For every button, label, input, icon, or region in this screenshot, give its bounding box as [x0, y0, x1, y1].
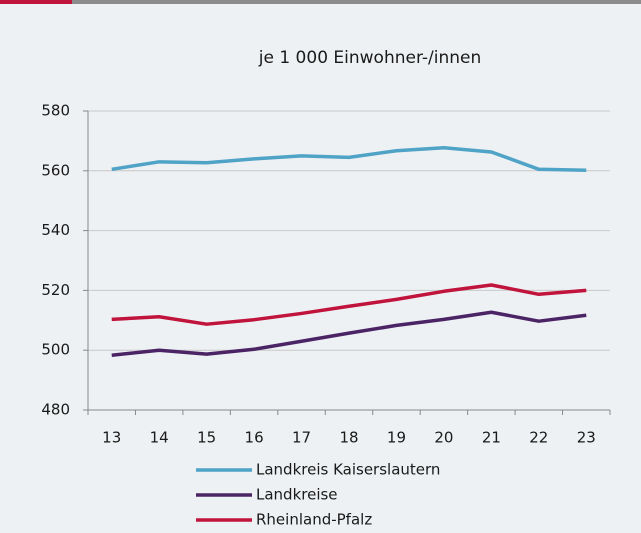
y-tick-label: 540: [41, 221, 70, 239]
series-line: [111, 283, 587, 326]
y-tick-label: 560: [41, 161, 70, 179]
y-tick-label: 520: [41, 281, 70, 299]
x-tick-label: 13: [102, 429, 121, 447]
legend-label: Landkreise: [256, 486, 338, 504]
y-tick-label: 580: [41, 102, 70, 120]
x-tick-label: 19: [387, 429, 406, 447]
top-bar: [0, 0, 641, 4]
chart-title: je 1 000 Einwohner-/innen: [258, 48, 481, 68]
series-line: [111, 310, 587, 358]
x-tick-label: 16: [245, 429, 264, 447]
top-accent: [0, 0, 72, 4]
x-tick-label: 17: [292, 429, 311, 447]
x-tick-label: 21: [482, 429, 501, 447]
x-tick-label: 15: [197, 429, 216, 447]
x-tick-label: 23: [577, 429, 596, 447]
x-tick-label: 22: [529, 429, 548, 447]
x-tick-label: 18: [339, 429, 358, 447]
x-tick-label: 14: [150, 429, 169, 447]
y-tick-label: 500: [41, 341, 70, 359]
y-tick-label: 480: [41, 401, 70, 419]
legend-label: Rheinland-Pfalz: [256, 511, 372, 529]
series-line: [111, 146, 587, 172]
x-tick-label: 20: [434, 429, 453, 447]
legend-label: Landkreis Kaiserslautern: [256, 461, 440, 479]
